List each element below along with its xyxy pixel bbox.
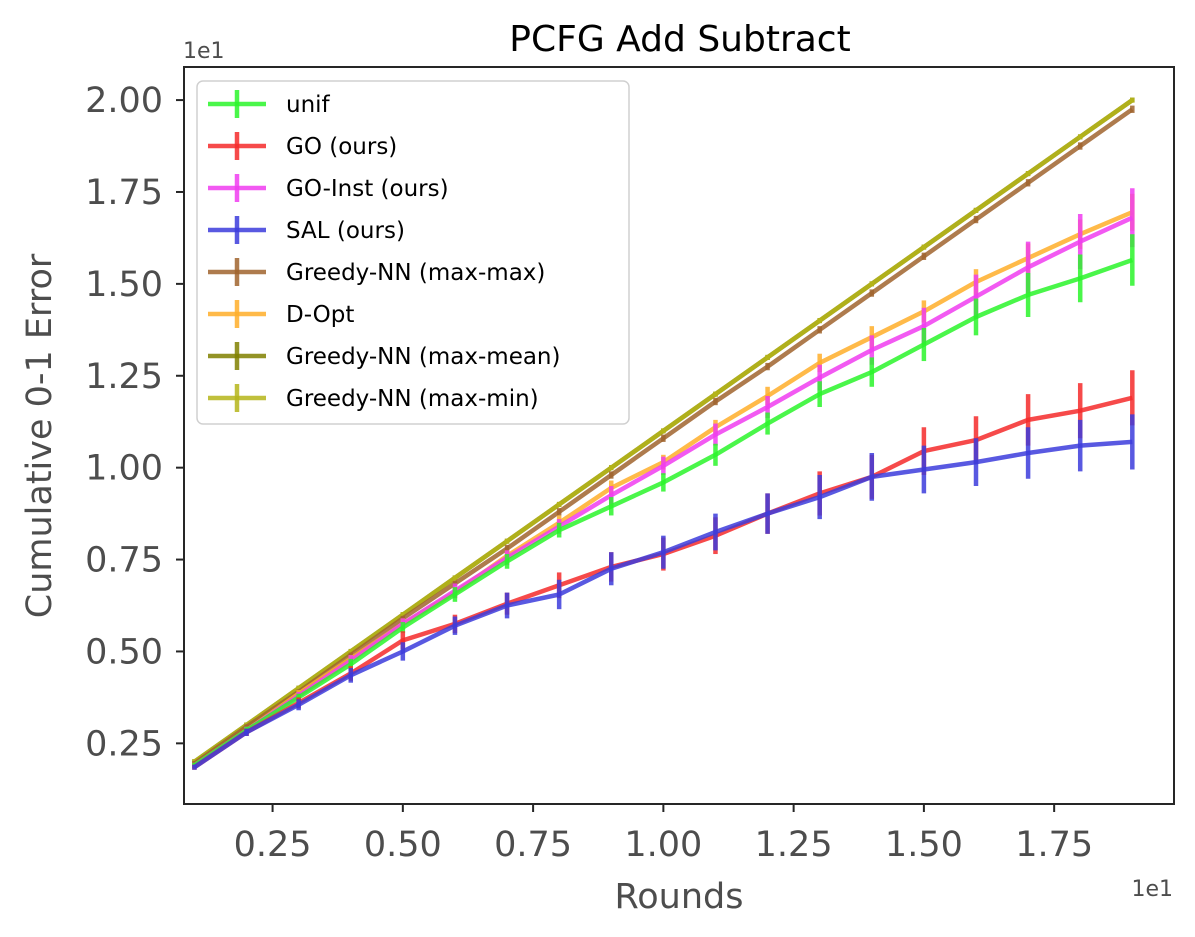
legend-label: Greedy-NN (max-mean) xyxy=(286,344,560,370)
y-tick-label: 1.00 xyxy=(85,449,163,489)
legend-item: Greedy-NN (max-max) xyxy=(208,258,545,286)
y-tick-label: 1.25 xyxy=(85,357,163,397)
y-tick-label: 0.25 xyxy=(85,724,163,764)
legend-label: SAL (ours) xyxy=(286,218,405,244)
plot-frame xyxy=(183,66,1175,805)
legend-label: unif xyxy=(286,92,331,118)
x-axis: 0.25 0.50 0.75 1.00 1.25 1.50 1.75 xyxy=(234,804,1093,865)
y-axis-label: Cumulative 0-1 Error xyxy=(20,253,60,618)
legend-frame xyxy=(196,80,630,425)
legend: unif GO (ours) GO-Inst (ours) SAL (ours) Gre… xyxy=(196,80,630,425)
legend-item: GO-Inst (ours) xyxy=(208,174,449,202)
y-tick-label: 1.75 xyxy=(85,173,163,213)
series-line xyxy=(193,395,1133,770)
x-offset-label: 1e1 xyxy=(1131,877,1173,902)
legend-label: GO (ours) xyxy=(286,134,397,160)
legend-label: Greedy-NN (max-min) xyxy=(286,386,539,412)
legend-label: GO-Inst (ours) xyxy=(286,176,449,202)
y-tick-label: 1.50 xyxy=(85,265,163,305)
x-tick-label: 0.50 xyxy=(364,825,442,865)
x-tick-label: 1.25 xyxy=(755,825,833,865)
series-unif xyxy=(192,234,1135,768)
legend-item: unif xyxy=(208,90,331,118)
series-sal-ours xyxy=(192,414,1135,770)
y-tick-label: 2.00 xyxy=(85,81,163,121)
x-tick-label: 0.25 xyxy=(234,825,312,865)
legend-item: Greedy-NN (max-mean) xyxy=(208,342,560,370)
x-axis-label: Rounds xyxy=(615,877,744,917)
legend-label: Greedy-NN (max-max) xyxy=(286,260,545,286)
y-tick-label: 0.50 xyxy=(85,632,163,672)
x-tick-label: 1.50 xyxy=(885,825,963,865)
legend-item: SAL (ours) xyxy=(208,216,405,244)
x-tick-label: 0.75 xyxy=(494,825,572,865)
y-axis: 0.25 0.50 0.75 1.00 1.25 1.50 1.75 2.00 xyxy=(85,81,184,764)
plot-area xyxy=(192,97,1135,770)
legend-item: D-Opt xyxy=(208,300,354,328)
x-tick-label: 1.00 xyxy=(624,825,702,865)
chart-title: PCFG Add Subtract xyxy=(509,19,850,60)
y-offset-label: 1e1 xyxy=(183,39,225,64)
x-tick-label: 1.75 xyxy=(1015,825,1093,865)
y-tick-label: 0.75 xyxy=(85,541,163,581)
legend-item: GO (ours) xyxy=(208,132,397,160)
legend-label: D-Opt xyxy=(286,302,354,328)
series-greedy-nn-max-max xyxy=(192,105,1135,767)
legend-item: Greedy-NN (max-min) xyxy=(208,384,539,412)
